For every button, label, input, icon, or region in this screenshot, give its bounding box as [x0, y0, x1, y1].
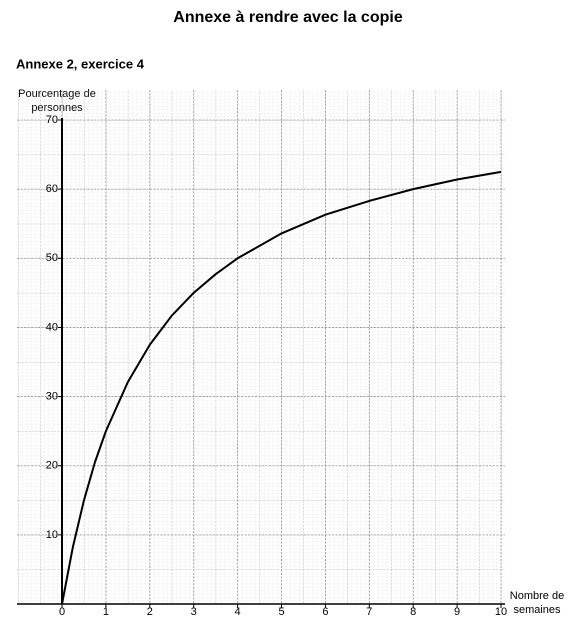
plot — [17, 90, 505, 604]
y-tick-label: 30 — [46, 390, 58, 402]
x-tick-label: 2 — [147, 606, 153, 618]
x-tick-label: 1 — [103, 606, 109, 618]
y-tick-label: 60 — [46, 183, 58, 195]
y-tick-label: 10 — [46, 529, 58, 541]
y-tick-label: 40 — [46, 321, 58, 333]
x-tick-label: 0 — [59, 606, 65, 618]
x-tick-label: 8 — [410, 606, 416, 618]
title: Annexe à rendre avec la copie — [173, 9, 403, 26]
y-tick-label: 50 — [46, 252, 58, 264]
major-grid — [17, 90, 505, 604]
x-tick-label: 10 — [495, 606, 507, 618]
x-tick-label: 5 — [278, 606, 284, 618]
x-axis-label: semaines — [513, 604, 561, 616]
y-tick-label: 70 — [46, 114, 58, 126]
x-tick-label: 4 — [235, 606, 241, 618]
x-tick-label: 7 — [366, 606, 372, 618]
subtitle: Annexe 2, exercice 4 — [16, 56, 145, 71]
curve — [61, 170, 502, 605]
y-tick-label: 20 — [46, 460, 58, 472]
x-tick-label: 6 — [322, 606, 328, 618]
x-tick-label: 9 — [454, 606, 460, 618]
x-axis-label: Nombre de — [510, 590, 564, 602]
x-tick-label: 3 — [191, 606, 197, 618]
